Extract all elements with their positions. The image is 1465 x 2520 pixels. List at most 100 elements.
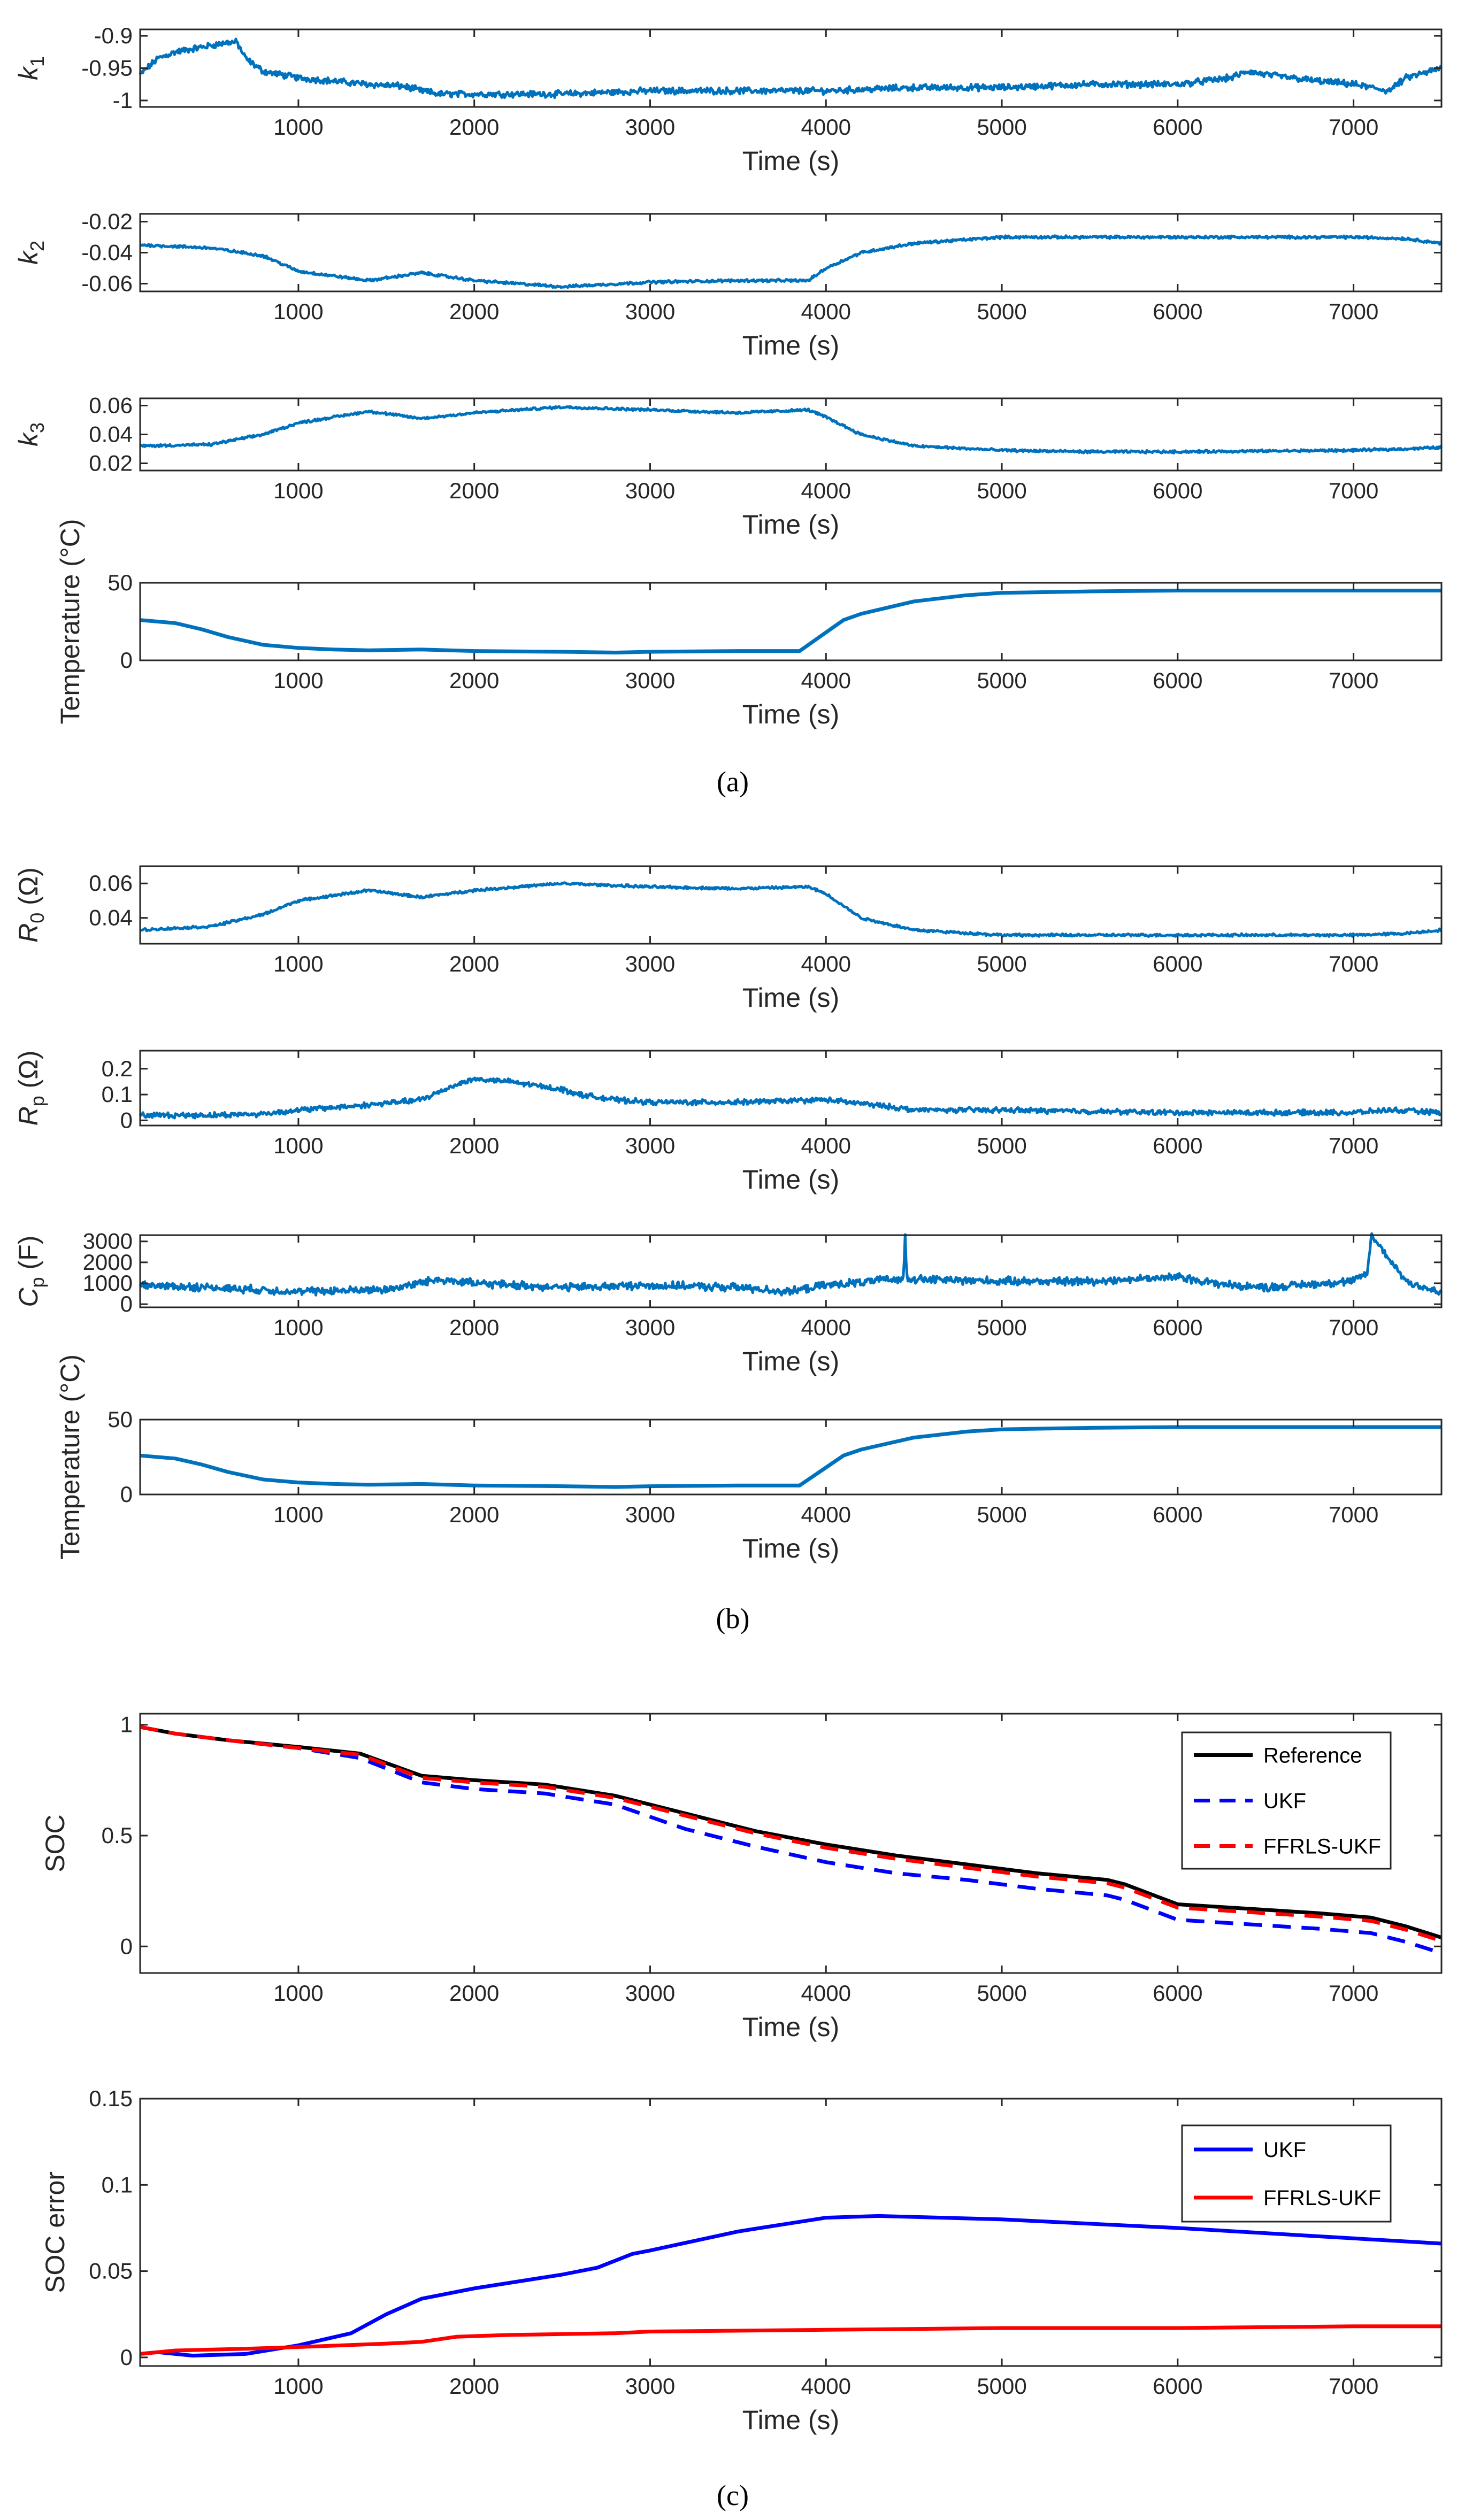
y-tick-label: 0.04 — [89, 422, 133, 447]
x-tick-label: 7000 — [1329, 299, 1378, 324]
y-tick-label: 0.5 — [102, 1823, 133, 1848]
x-tick-label: 2000 — [449, 1980, 499, 2006]
x-tick-label: 3000 — [625, 2373, 675, 2399]
chart-k1: 1000 2000 3000 4000 5000 6000 7000 -1 -0.95 -0.9 T… — [13, 23, 1443, 176]
x-tick-label: 6000 — [1153, 951, 1202, 976]
chart-socerr: 1000 2000 3000 4000 5000 6000 7000 0 0.05 0.1 0.15… — [40, 2086, 1443, 2435]
y-axis-label: k3 — [13, 422, 48, 446]
y-axis-label: Temperature (°C) — [55, 1354, 85, 1560]
x-tick-label: 5000 — [977, 478, 1026, 503]
axis-frame-Cp — [139, 1234, 1443, 1308]
x-tick-label: 7000 — [1329, 668, 1378, 693]
x-tick-label: 4000 — [801, 114, 851, 140]
y-tick-label: 0 — [120, 1291, 133, 1316]
legend-soc: Reference UKF FFRLS-UKF — [1181, 1731, 1392, 1870]
x-tick-label: 4000 — [801, 1133, 851, 1158]
x-tick-label: 2000 — [449, 114, 499, 140]
y-tick-label: 1 — [120, 1712, 133, 1737]
y-axis-label: R0 (Ω) — [13, 867, 48, 943]
x-tick-label: 2000 — [449, 951, 499, 976]
x-tick-label: 3000 — [625, 478, 675, 503]
x-tick-label: 4000 — [801, 951, 851, 976]
series-line-soc-0 — [140, 1725, 1443, 1940]
series-line-tempA-0 — [140, 589, 1441, 654]
x-tick-label: 7000 — [1329, 114, 1378, 140]
plots-layer: 1000 2000 3000 4000 5000 6000 7000-1-0.95-0.9T… — [13, 23, 1443, 2435]
y-tick-label: 0.02 — [89, 451, 133, 476]
x-tick-label: 3000 — [625, 668, 675, 693]
panel-label-b: (b) — [716, 1602, 750, 1635]
chart-soc: 1000 2000 3000 4000 5000 6000 7000 0 0.5 1 Time (s… — [40, 1712, 1443, 2042]
chart-Cp: 1000 2000 3000 4000 5000 6000 7000010002000300… — [13, 1229, 1443, 1376]
y-tick-label: -0.9 — [94, 23, 133, 48]
x-tick-label: 3000 — [625, 1133, 675, 1158]
axis-frame-Rp — [139, 1050, 1443, 1127]
x-tick-label: 2000 — [449, 2373, 499, 2399]
x-axis-label: Time (s) — [742, 1346, 839, 1376]
y-tick-label: 0.06 — [89, 393, 133, 418]
panel-label-a: (a) — [717, 766, 749, 798]
x-tick-label: 5000 — [977, 299, 1026, 324]
y-tick-label: 0 — [120, 1933, 133, 1959]
chart-k2: 1000 2000 3000 4000 5000 6000 7000 -0.06 -0.04 -0… — [13, 209, 1443, 360]
x-axis-label: Time (s) — [742, 699, 839, 729]
x-tick-label: 7000 — [1329, 2373, 1378, 2399]
x-tick-label: 4000 — [801, 299, 851, 324]
x-axis-label: Time (s) — [742, 1533, 839, 1563]
x-tick-label: 5000 — [977, 1315, 1026, 1340]
x-tick-label: 5000 — [977, 1980, 1026, 2006]
x-tick-label: 6000 — [1153, 1315, 1202, 1340]
x-axis-label: Time (s) — [742, 2405, 839, 2435]
y-tick-label: 0 — [120, 2345, 133, 2370]
y-tick-label: 0.06 — [89, 870, 133, 896]
x-axis-label: Time (s) — [742, 510, 839, 540]
series-line-socerr-1 — [140, 2324, 1441, 2356]
x-tick-label: 2000 — [449, 478, 499, 503]
x-tick-label: 7000 — [1329, 951, 1378, 976]
y-tick-label: 50 — [108, 570, 133, 595]
x-tick-label: 4000 — [801, 1315, 851, 1340]
legend-entry-label: UKF — [1263, 1790, 1306, 1813]
x-tick-label: 5000 — [977, 1502, 1026, 1527]
x-tick-label: 7000 — [1329, 1502, 1378, 1527]
x-tick-label: 3000 — [625, 1315, 675, 1340]
y-tick-label: 0.2 — [102, 1056, 133, 1081]
x-tick-label: 1000 — [273, 478, 323, 503]
y-tick-label: 0.04 — [89, 905, 133, 930]
x-tick-label: 4000 — [801, 1980, 851, 2006]
y-tick-label: 0 — [120, 1107, 133, 1132]
series-line-k1-0 — [139, 37, 1443, 99]
axis-frame-soc — [139, 1713, 1443, 1974]
x-tick-label: 4000 — [801, 478, 851, 503]
x-tick-label: 1000 — [273, 114, 323, 140]
panel-label-c: (c) — [717, 2479, 749, 2511]
y-tick-label: 3000 — [83, 1229, 133, 1254]
y-axis-label: Rp (Ω) — [13, 1051, 48, 1126]
chart-tempB: 1000 2000 3000 4000 5000 6000 7000 0 50 Time (s) T… — [55, 1354, 1443, 1563]
chart-Rp: 1000 2000 3000 4000 5000 6000 7000 00.10.2 Time … — [13, 1050, 1443, 1195]
legend-entry-label: Reference — [1263, 1744, 1362, 1768]
x-tick-label: 1000 — [273, 1980, 323, 2006]
y-tick-label: 0.1 — [102, 2172, 133, 2197]
x-tick-label: 3000 — [625, 114, 675, 140]
x-axis-label: Time (s) — [742, 1165, 839, 1195]
x-tick-label: 3000 — [625, 299, 675, 324]
legend-entry-label: FFRLS-UKF — [1263, 1835, 1381, 1859]
x-tick-label: 1000 — [273, 1502, 323, 1527]
x-tick-label: 6000 — [1153, 1980, 1202, 2006]
x-tick-label: 7000 — [1329, 1315, 1378, 1340]
y-tick-label: -0.06 — [81, 271, 133, 296]
legend-socerr: UKF FFRLS-UKF — [1181, 2124, 1392, 2223]
y-tick-label: 0.15 — [89, 2086, 133, 2111]
series-line-tempB-0 — [140, 1425, 1441, 1489]
y-tick-label: 0 — [120, 1482, 133, 1507]
series-line-k3-0 — [139, 405, 1443, 455]
x-tick-label: 3000 — [625, 1980, 675, 2006]
x-tick-label: 3000 — [625, 1502, 675, 1527]
x-tick-label: 1000 — [273, 299, 323, 324]
x-axis-label: Time (s) — [742, 330, 839, 360]
axis-frame-tempB — [139, 1419, 1443, 1496]
x-tick-label: 1000 — [273, 1315, 323, 1340]
y-axis-label: Cp (F) — [13, 1236, 48, 1307]
